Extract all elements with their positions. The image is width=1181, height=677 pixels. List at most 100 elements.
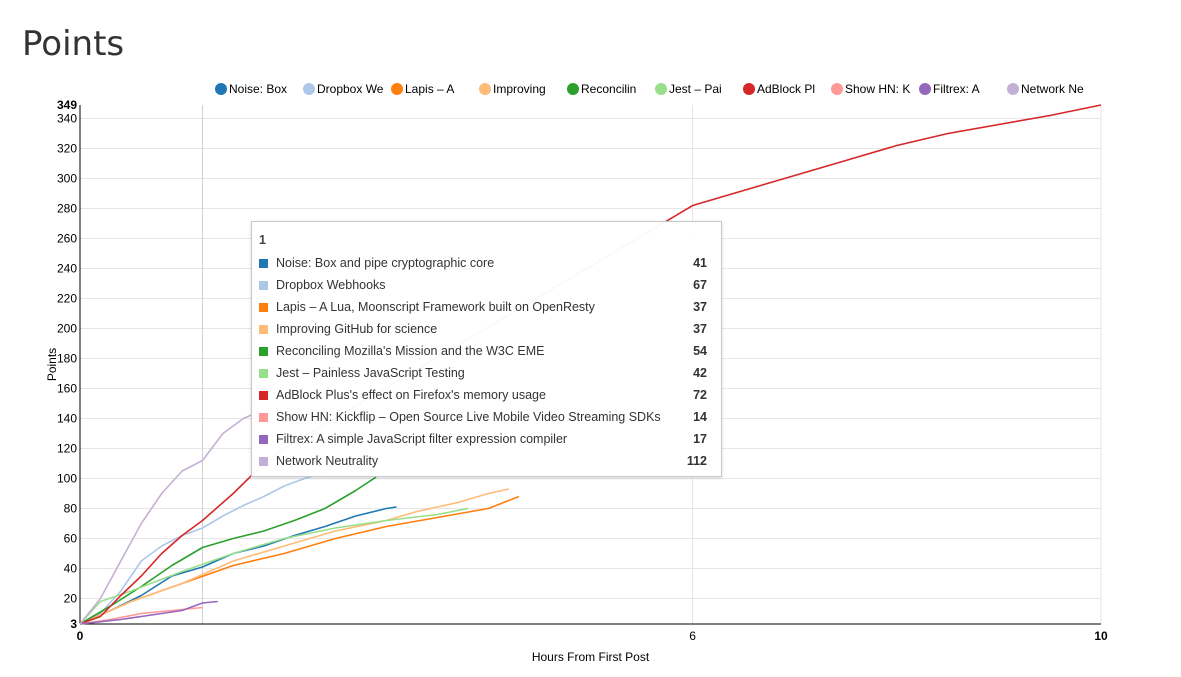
tooltip-row: Noise: Box and pipe cryptographic core 41 [259,252,707,274]
tooltip-swatch [259,390,268,400]
y-tick-label: 140 [57,412,77,426]
legend-item[interactable]: Improving [479,82,546,96]
y-tick-label: 80 [64,502,78,516]
legend-swatch [303,83,315,95]
tooltip-swatch [259,258,268,268]
tooltip-value: 72 [693,388,707,402]
tooltip-header: 1 [259,233,266,247]
legend-swatch [831,83,843,95]
y-tick-label: 260 [57,232,77,246]
y-axis-title: Points [45,348,59,381]
series-line-4[interactable] [79,476,377,625]
tooltip-row: Improving GitHub for science 37 [259,318,707,340]
y-tick-label: 60 [64,532,78,546]
legend-label: Show HN: K [845,82,910,96]
legend-swatch [655,83,667,95]
y-tick-label: 120 [57,442,77,456]
tooltip-swatch [259,456,268,466]
legend-item[interactable]: Noise: Box [215,82,287,96]
series-line-5[interactable] [79,507,469,625]
y-min-label: 3 [70,617,77,631]
legend: Noise: Box Dropbox We Lapis – A Improving Re… [215,82,1084,96]
tooltip-value: 37 [693,300,707,314]
tooltip-swatch [259,302,268,312]
series-line-9[interactable] [79,408,265,625]
tooltip-row: Show HN: Kickflip – Open Source Live Mob… [259,406,707,428]
tooltip-row: Lapis – A Lua, Moonscript Framework buil… [259,296,707,318]
legend-item[interactable]: Reconcilin [567,82,636,96]
y-tick-label: 160 [57,382,77,396]
legend-item[interactable]: Lapis – A [391,82,454,96]
legend-swatch [919,83,931,95]
legend-label: Jest – Pai [669,82,722,96]
x-axis-title: Hours From First Post [532,650,650,664]
x-tick-label: 10 [1094,629,1108,643]
tooltip-label: Noise: Box and pipe cryptographic core [276,256,495,270]
tooltip-row: Dropbox Webhooks 67 [259,274,707,296]
series-line-1[interactable] [79,471,326,625]
legend-item[interactable]: Jest – Pai [655,82,722,96]
tooltip-rows: Noise: Box and pipe cryptographic core 41… [259,252,707,472]
y-tick-label: 180 [57,352,77,366]
legend-swatch [391,83,403,95]
tooltip-row: Network Neutrality 112 [259,450,707,472]
series-line-3[interactable] [79,488,509,625]
tooltip-value: 14 [693,410,707,424]
axes: 2040608010012014016018020022024026028030… [57,98,1108,643]
tooltip-value: 41 [693,256,707,270]
legend-label: Improving [493,82,546,96]
y-tick-label: 220 [57,292,77,306]
tooltip: 1 Noise: Box and pipe cryptographic core… [251,221,722,477]
tooltip-row: Reconciling Mozilla's Mission and the W3… [259,340,707,362]
legend-label: Reconcilin [581,82,636,96]
tooltip-label: Improving GitHub for science [276,322,438,336]
y-tick-label: 40 [64,562,78,576]
legend-item[interactable]: AdBlock Pl [743,82,815,96]
tooltip-label: Show HN: Kickflip – Open Source Live Mob… [276,410,661,424]
tooltip-swatch [259,434,268,444]
tooltip-label: AdBlock Plus's effect on Firefox's memor… [276,388,546,402]
tooltip-value: 54 [693,344,707,358]
y-max-label: 349 [57,98,77,112]
y-tick-label: 280 [57,202,77,216]
tooltip-value: 37 [693,322,707,336]
tooltip-row: Filtrex: A simple JavaScript filter expr… [259,428,707,450]
legend-item[interactable]: Network Ne [1007,82,1084,96]
tooltip-value: 67 [693,278,707,292]
tooltip-swatch [259,346,268,356]
series-line-0[interactable] [79,506,397,625]
legend-label: Dropbox We [317,82,384,96]
tooltip-label: Dropbox Webhooks [276,278,386,292]
y-tick-label: 300 [57,172,77,186]
tooltip-value: 112 [686,454,707,468]
legend-label: Noise: Box [229,82,287,96]
legend-item[interactable]: Filtrex: A [919,82,980,96]
tooltip-label: Filtrex: A simple JavaScript filter expr… [276,432,568,446]
tooltip-label: Jest – Painless JavaScript Testing [276,366,465,380]
legend-swatch [567,83,579,95]
legend-label: AdBlock Pl [757,82,815,96]
y-tick-label: 100 [57,472,77,486]
legend-label: Lapis – A [405,82,454,96]
y-tick-label: 240 [57,262,77,276]
y-tick-label: 200 [57,322,77,336]
tooltip-label: Network Neutrality [276,454,379,468]
y-tick-label: 20 [64,592,78,606]
tooltip-row: Jest – Painless JavaScript Testing 42 [259,362,707,384]
tooltip-swatch [259,280,268,290]
legend-label: Network Ne [1021,82,1084,96]
tooltip-label: Reconciling Mozilla's Mission and the W3… [276,344,545,358]
tooltip-swatch [259,324,268,334]
legend-item[interactable]: Dropbox We [303,82,384,96]
legend-swatch [479,83,491,95]
y-tick-label: 340 [57,112,77,126]
tooltip-label: Lapis – A Lua, Moonscript Framework buil… [276,300,595,314]
x-tick-label: 0 [77,629,84,643]
legend-item[interactable]: Show HN: K [831,82,910,96]
series-line-8[interactable] [79,600,218,625]
page-title: Points [22,24,125,64]
legend-swatch [1007,83,1019,95]
legend-label: Filtrex: A [933,82,980,96]
y-tick-label: 320 [57,142,77,156]
x-tick-label: 6 [689,629,696,643]
